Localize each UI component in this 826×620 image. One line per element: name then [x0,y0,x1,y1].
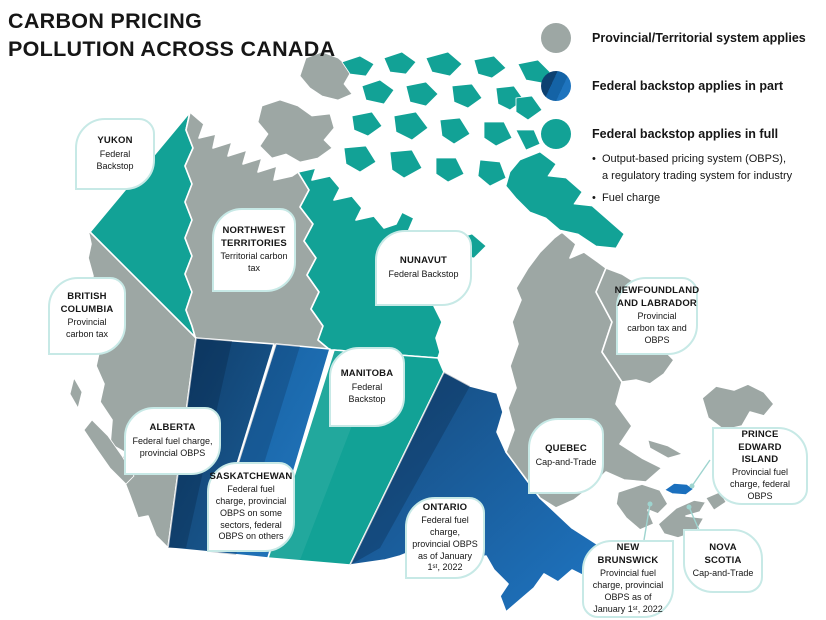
ns-leader-line [688,506,700,531]
region-status: Cap-and-Trade [535,456,597,467]
region-name: YUKON [97,135,133,147]
teal-swatch-icon [541,119,571,149]
region-status: Cap-and-Trade [692,567,754,578]
nb-leader-line [643,503,651,541]
region-prince-edward-island [663,482,695,496]
region-status: Provincial carbon tax [65,316,109,339]
label-northwest-territories: NORTHWEST TERRITORIES Territorial carbon… [212,208,296,292]
region-name: NEW BRUNSWICK [597,542,659,566]
label-ontario: ONTARIO Federal fuel charge, provincial … [405,497,485,579]
anticosti-island [647,439,683,459]
region-status: Provincial fuel charge, federal OBPS [729,467,791,501]
title-line-2: POLLUTION ACROSS CANADA [8,36,336,61]
page-title: CARBON PRICING POLLUTION ACROSS CANADA [8,8,335,63]
label-alberta: ALBERTA Federal fuel charge, provincial … [124,407,221,475]
bullet-icon [592,168,602,185]
label-newfoundland-and-labrador: NEWFOUNDLAND AND LABRADOR Provincial car… [614,277,700,355]
region-status: Provincial carbon tax and OBPS [627,311,687,345]
region-status: Federal Backstop [388,268,459,279]
region-status: Federal Backstop [96,148,134,171]
legend-bullet-obps-cont: a regulatory trading system for industry [592,168,792,185]
region-nova-scotia [657,499,707,539]
title-line-1: CARBON PRICING [8,9,203,33]
pei-leader-dot [689,483,695,489]
arctic-islands-nwt [257,51,353,163]
baffin-island [505,151,625,249]
gray-swatch-icon [541,23,571,53]
region-name: ONTARIO [422,501,468,513]
label-manitoba: MANITOBA Federal Backstop [329,347,405,427]
region-name: SASKATCHEWAN [209,470,293,482]
region-status: Federal fuel charge, provincial OBPS on … [215,483,287,542]
legend-bullet-fuel-charge: • Fuel charge [592,190,792,207]
region-name: NEWFOUNDLAND AND LABRADOR [614,285,700,309]
label-saskatchewan: SASKATCHEWAN Federal fuel charge, provin… [207,462,295,552]
label-british-columbia: BRITISH COLUMBIA Provincial carbon tax [48,277,126,355]
region-name: PRINCE EDWARD ISLAND [738,429,782,465]
region-name: NORTHWEST TERRITORIES [221,225,287,249]
ns-leader-dot [686,504,692,510]
region-status: Federal fuel charge, provincial OBPS as … [412,514,478,573]
region-name: ALBERTA [149,422,196,434]
region-status: Provincial fuel charge, provincial OBPS … [592,568,664,614]
haida-gwaii-island [69,377,83,409]
legend: Provincial/Territorial system applies Fe… [541,23,806,207]
region-status: Territorial carbon tax [220,250,288,273]
blue-swatch-icon [541,71,571,101]
label-prince-edward-island: PRINCE EDWARD ISLAND Provincial fuel cha… [712,427,808,505]
bullet-icon: • [592,192,596,204]
region-newfoundland-island [701,383,775,431]
leader-lines [643,459,711,541]
legend-label: Provincial/Territorial system applies [592,31,806,45]
legend-label: Federal backstop applies in part [592,79,784,93]
victoria-island [257,99,335,163]
label-nova-scotia: NOVA SCOTIA Cap-and-Trade [683,529,763,593]
label-quebec: QUEBEC Cap-and-Trade [528,418,604,494]
nb-leader-dot [647,501,653,507]
region-name: MANITOBA [340,368,394,380]
legend-item-federal-full: Federal backstop applies in full • Outpu… [541,119,806,207]
vancouver-island [83,419,135,485]
region-name: NUNAVUT [399,255,448,267]
region-name: NOVA SCOTIA [704,542,742,566]
region-name: QUEBEC [545,443,587,455]
label-yukon: YUKON Federal Backstop [75,118,155,190]
pei-leader-line [691,459,711,487]
legend-item-provincial: Provincial/Territorial system applies [541,23,806,53]
bullet-icon: • [592,153,596,165]
legend-label: Federal backstop applies in full [592,127,779,141]
region-status: Federal Backstop [348,381,386,404]
region-new-brunswick [615,483,669,531]
label-nunavut: NUNAVUT Federal Backstop [375,230,472,306]
arctic-islands-nunavut [341,51,625,259]
label-new-brunswick: NEW BRUNSWICK Provincial fuel charge, pr… [582,540,674,618]
banks-island [299,51,353,101]
legend-sublist: • Output-based pricing system (OBPS), a … [592,151,792,207]
legend-item-federal-part: Federal backstop applies in part [541,71,806,101]
region-status: Federal fuel charge, provincial OBPS [132,435,213,458]
legend-bullet-obps: • Output-based pricing system (OBPS), [592,151,792,168]
region-name: BRITISH COLUMBIA [60,291,114,315]
